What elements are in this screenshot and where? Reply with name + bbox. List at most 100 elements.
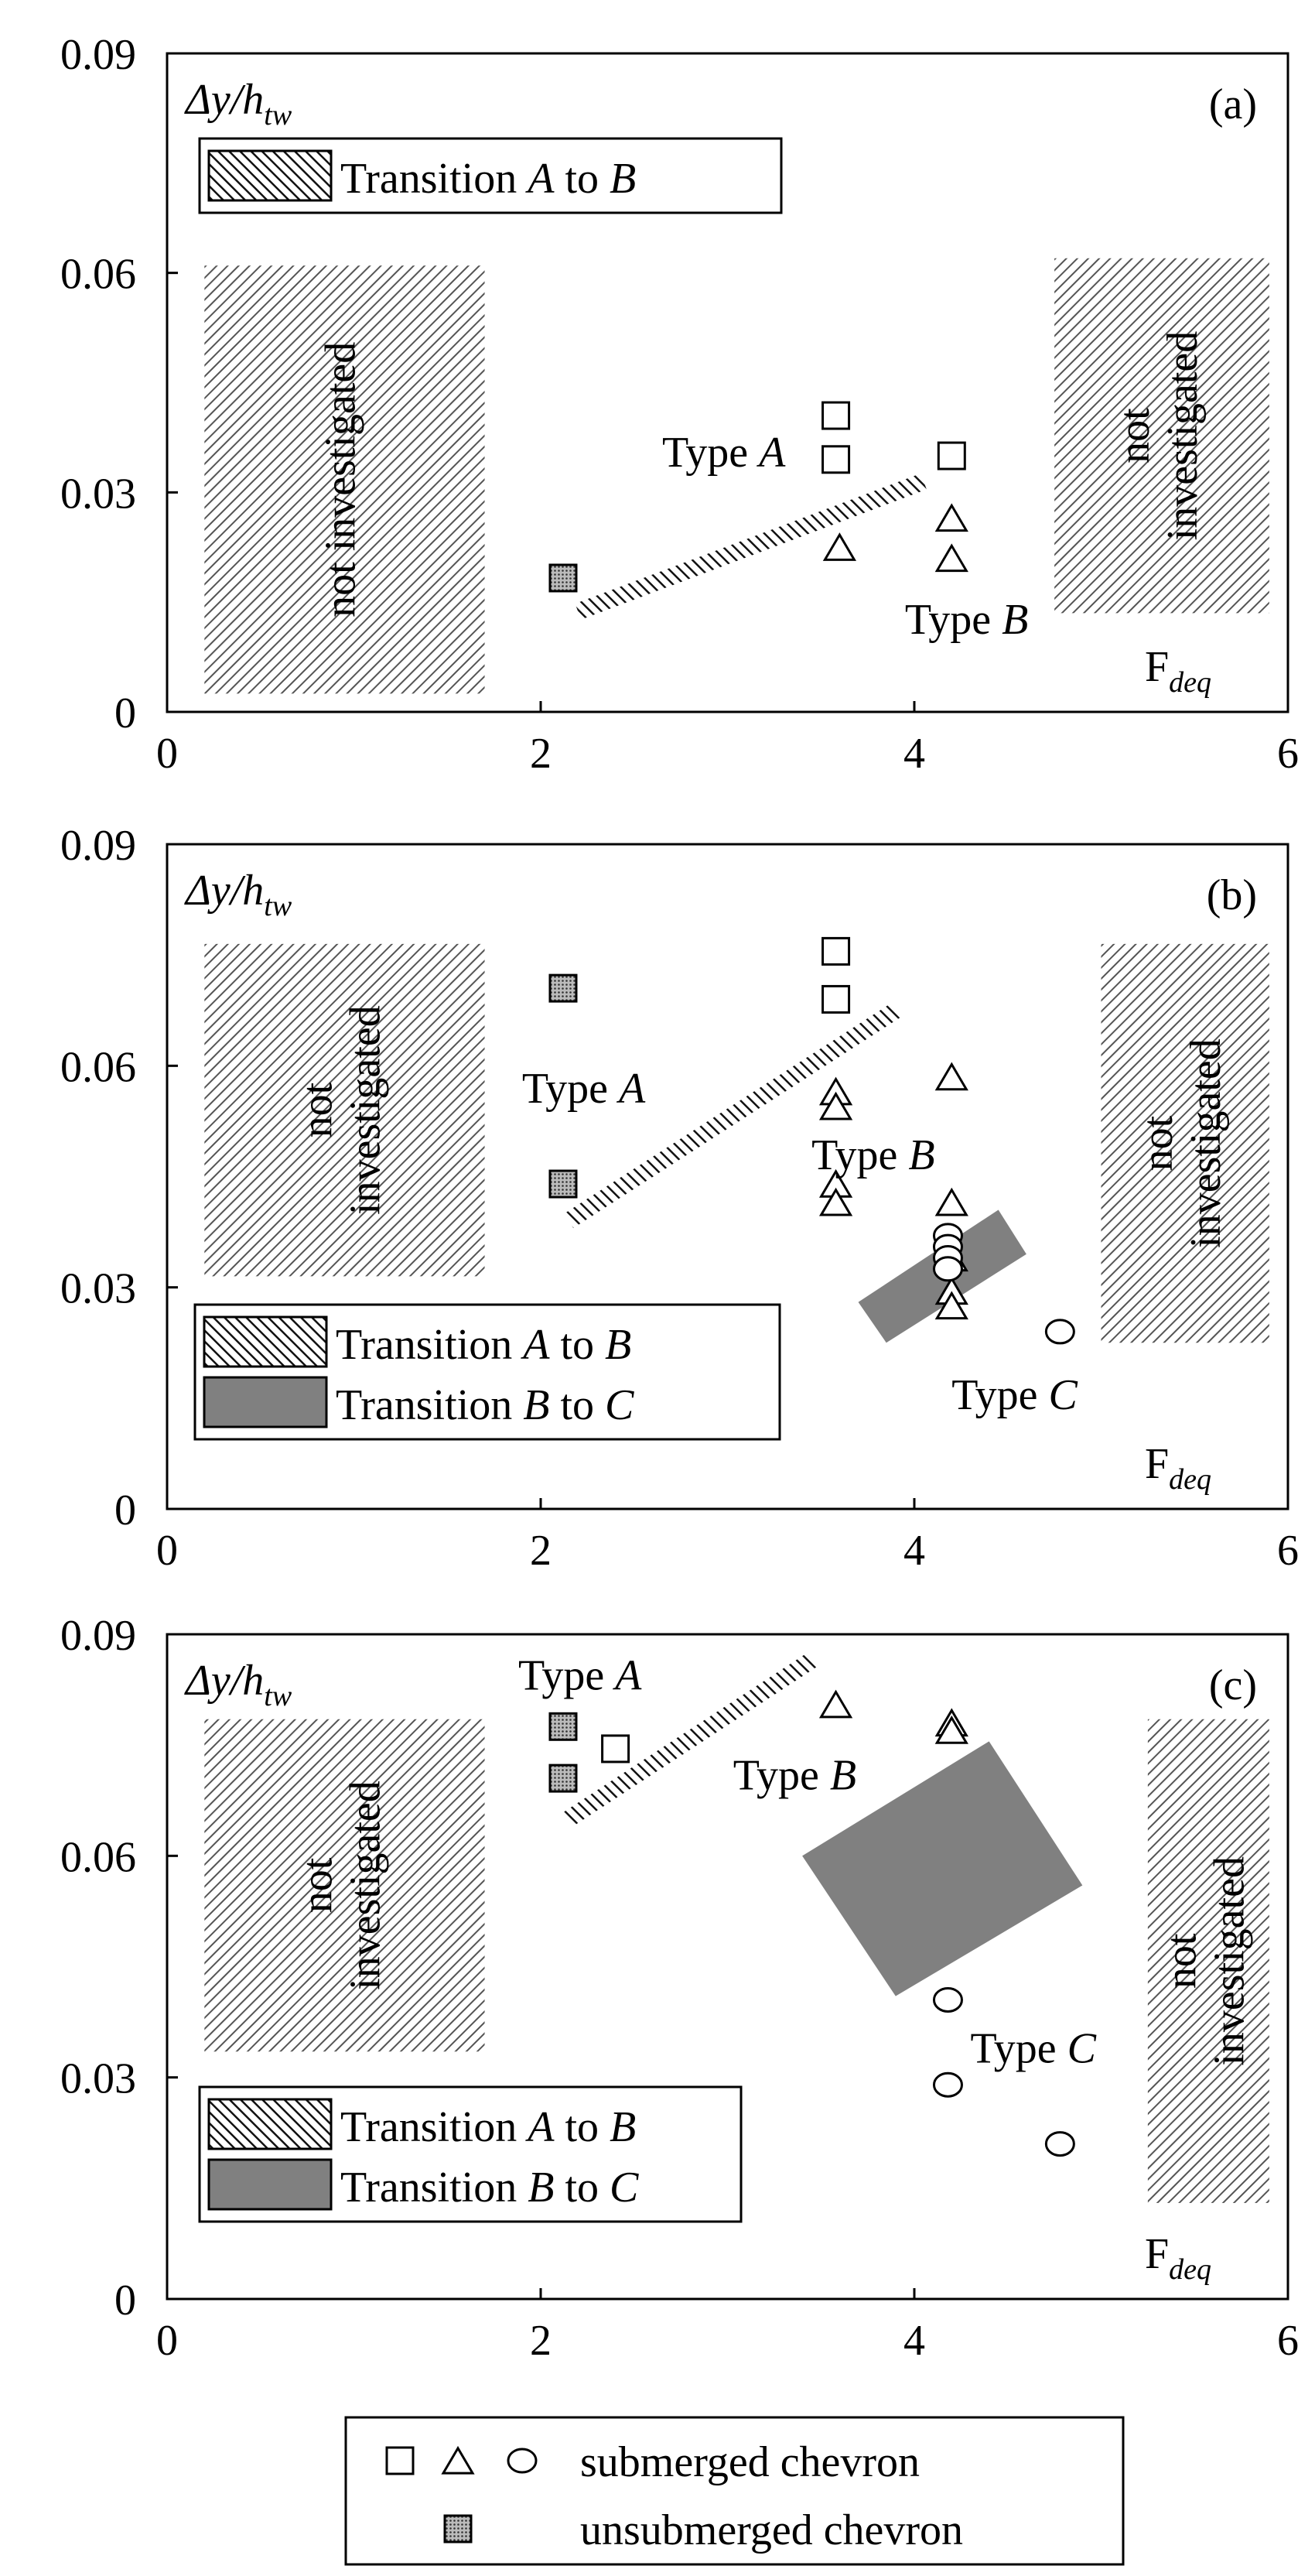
y-tick-label: 0.09 — [60, 31, 136, 79]
data-point-circle — [1044, 2131, 1075, 2157]
data-point-square — [821, 984, 851, 1014]
data-point-square — [821, 445, 851, 474]
x-axis-label: Fdeq — [1145, 643, 1211, 699]
legend-label-transition_ab: Transition A to B — [340, 155, 636, 203]
not-investigated-label: notinvestigated — [293, 1781, 389, 1990]
x-tick-label: 4 — [903, 2317, 925, 2365]
data-point-triangle — [934, 1187, 968, 1216]
data-point-circle — [932, 2071, 963, 2098]
not-investigated-label: not investigated — [316, 342, 364, 617]
panel-label: (b) — [1207, 871, 1257, 919]
x-tick-label: 4 — [903, 730, 925, 778]
legend-label-transition_ab: Transition A to B — [336, 1321, 631, 1369]
plot-frame — [166, 843, 1289, 1510]
data-point-square-filled — [548, 1712, 578, 1741]
marker-legend: submerged chevron unsubmerged chevron — [344, 2416, 1125, 2566]
legend-label-transition_bc: Transition B to C — [336, 1381, 634, 1429]
data-point-triangle — [934, 1291, 968, 1320]
y-tick-label: 0.03 — [60, 1265, 136, 1313]
legend-label-transition_bc: Transition B to C — [340, 2164, 639, 2212]
legend-swatch-transition_bc — [207, 2158, 333, 2211]
data-point-square — [821, 936, 851, 966]
data-point-circle — [932, 1256, 963, 1282]
data-point-triangle — [818, 1091, 853, 1120]
legend-marker-triangle — [441, 2445, 475, 2475]
legend-swatch-transition_bc — [203, 1376, 328, 1428]
not-investigated-region — [1147, 1719, 1269, 2203]
data-point-square — [821, 401, 851, 430]
x-tick-label: 6 — [1277, 1527, 1299, 1575]
data-point-square — [937, 441, 966, 470]
type-a-label: Type A — [518, 1652, 642, 1700]
x-tick-label: 6 — [1277, 730, 1299, 778]
legend-swatch-transition_ab — [207, 149, 333, 202]
chart-panel-b: notinvestigated notinvestigated Type A Type… — [60, 822, 1299, 1575]
not-investigated-label: notinvestigated — [1157, 1856, 1253, 2066]
x-tick-label: 0 — [156, 1527, 178, 1575]
x-tick-label: 0 — [156, 730, 178, 778]
x-tick-label: 2 — [530, 2317, 552, 2365]
legend-marker-square-filled — [443, 2514, 473, 2544]
type-b-label: Type B — [905, 596, 1028, 644]
not-investigated-region — [204, 265, 485, 694]
marker-legend-frame — [344, 2416, 1125, 2566]
y-tick-label: 0.03 — [60, 2055, 136, 2103]
legend-marker-circle — [507, 2448, 538, 2474]
transition-legend: Transition A to B Transition B to C — [198, 2085, 743, 2223]
transition-legend: Transition A to B — [198, 137, 783, 214]
data-point-circle — [932, 1986, 963, 2013]
y-tick-label: 0.06 — [60, 251, 136, 299]
x-tick-label: 4 — [903, 1527, 925, 1575]
data-point-triangle — [822, 532, 857, 561]
type-a-label: Type A — [522, 1065, 646, 1113]
data-point-triangle — [934, 503, 968, 532]
data-point-square-filled — [548, 973, 578, 1003]
x-axis-label: Fdeq — [1145, 1440, 1211, 1496]
transition-a-to-b — [564, 1653, 817, 1826]
legend-label-submerged: submerged chevron — [580, 2438, 920, 2486]
type-a-label: Type A — [662, 429, 786, 477]
y-axis-label: Δy/htw — [184, 867, 292, 922]
x-tick-label: 2 — [530, 1527, 552, 1575]
legend-label-unsubmerged: unsubmerged chevron — [580, 2506, 963, 2554]
panel-label: (c) — [1209, 1661, 1257, 1709]
data-point-triangle — [818, 1689, 853, 1719]
type-b-label: Type B — [733, 1751, 856, 1799]
panel-label: (a) — [1209, 80, 1257, 128]
data-point-square-filled — [548, 563, 578, 593]
transition-legend: Transition A to B Transition B to C — [193, 1303, 781, 1441]
chart-panel-a: not investigated notinvestigated Type A Typ… — [60, 31, 1299, 778]
legend-label-transition_ab: Transition A to B — [340, 2103, 636, 2151]
transition-b-to-c — [802, 1741, 1083, 1996]
y-tick-label: 0 — [114, 1486, 136, 1534]
not-investigated-label: notinvestigated — [1111, 331, 1207, 541]
not-investigated-region — [1101, 943, 1269, 1343]
chart-panel-c: notinvestigated notinvestigated Type A Type… — [60, 1612, 1299, 2365]
x-tick-label: 2 — [530, 730, 552, 778]
data-point-triangle — [934, 1062, 968, 1091]
y-axis-label: Δy/htw — [184, 1657, 292, 1712]
not-investigated-label: notinvestigated — [1134, 1038, 1230, 1248]
data-point-square — [601, 1734, 630, 1764]
data-point-circle — [1044, 1319, 1075, 1345]
transition-a-to-b — [575, 473, 927, 620]
data-point-triangle — [934, 543, 968, 573]
transition-a-to-b — [564, 1003, 900, 1229]
x-tick-label: 0 — [156, 2317, 178, 2365]
plot-frame — [166, 52, 1289, 713]
data-point-square-filled — [548, 1764, 578, 1793]
y-tick-label: 0.09 — [60, 1612, 136, 1660]
data-point-triangle — [818, 1187, 853, 1216]
not-investigated-region — [204, 1719, 485, 2052]
legend-marker-square — [385, 2446, 415, 2475]
data-point-triangle — [934, 1715, 968, 1744]
not-investigated-label: notinvestigated — [293, 1005, 389, 1215]
y-axis-label: Δy/htw — [184, 76, 292, 132]
x-axis-label: Fdeq — [1145, 2230, 1211, 2286]
y-tick-label: 0 — [114, 689, 136, 737]
y-tick-label: 0.09 — [60, 822, 136, 870]
legend-swatch-transition_ab — [203, 1315, 328, 1368]
not-investigated-region — [1054, 258, 1269, 614]
type-c-label: Type C — [970, 2025, 1096, 2073]
